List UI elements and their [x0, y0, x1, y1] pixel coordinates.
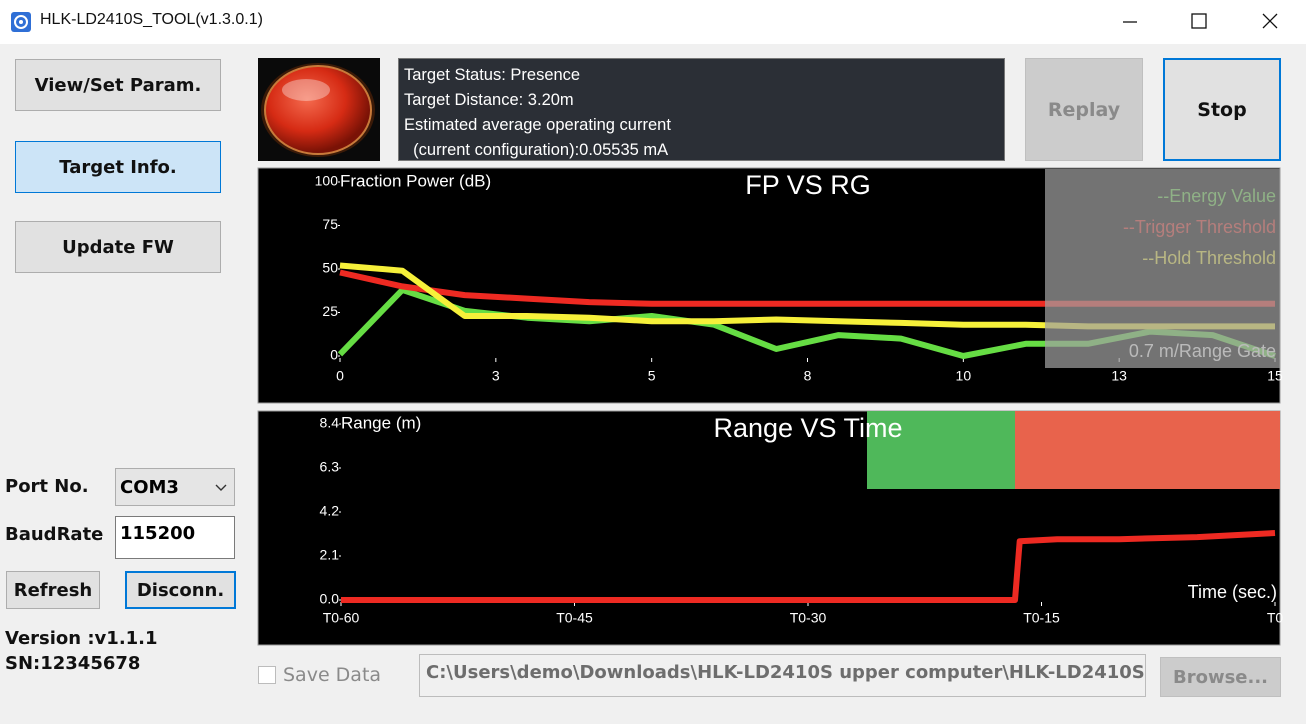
baud-label: BaudRate	[5, 524, 104, 545]
status-line: Target Status: Presence	[404, 66, 581, 84]
save-data-label: Save Data	[283, 664, 382, 686]
y-axis-label: Range (m)	[341, 413, 421, 432]
data-line	[341, 530, 1276, 603]
app-icon	[11, 12, 31, 32]
title-bar: HLK-LD2410S_TOOL(v1.3.0.1)	[0, 0, 1306, 44]
view-set-param-button[interactable]: View/Set Param.	[15, 59, 221, 111]
close[interactable]	[1262, 13, 1278, 29]
port-select[interactable]: COM3	[115, 468, 235, 506]
x-tick-label: T0-60	[323, 610, 360, 626]
x-tick-label: 0	[336, 368, 344, 384]
port-value: COM3	[120, 476, 179, 498]
y-tick-label: 2.1	[320, 547, 340, 563]
x-tick-label: 3	[492, 368, 500, 384]
y-tick-label: 0.0	[320, 591, 340, 607]
stop-button[interactable]: Stop	[1163, 58, 1281, 161]
x-axis-label: Time (sec.)	[1188, 582, 1277, 602]
x-tick-label: 15	[1267, 368, 1283, 384]
trigger-zone	[1015, 411, 1280, 489]
dropdown-arrow	[215, 484, 227, 491]
y-tick-label: 100	[315, 173, 339, 189]
y-tick-label: 75	[322, 216, 338, 232]
status-line: Estimated average operating current	[404, 116, 671, 134]
presence-zone	[867, 411, 1015, 489]
update-fw-button[interactable]: Update FW	[15, 221, 221, 273]
save-path-field[interactable]: C:\Users\demo\Downloads\HLK-LD2410S uppe…	[419, 654, 1146, 697]
x-tick-label: 5	[648, 368, 656, 384]
window-title: HLK-LD2410S_TOOL(v1.3.0.1)	[40, 11, 263, 28]
baud-input[interactable]: 115200	[115, 516, 235, 559]
x-tick-label: T0	[1267, 610, 1284, 626]
maximize[interactable]	[1191, 13, 1207, 29]
chart-title: Range VS Time	[713, 413, 902, 443]
y-tick-label: 50	[322, 260, 338, 276]
x-tick-label: 8	[804, 368, 812, 384]
status-box: Target Status: Presence Target Distance:…	[398, 58, 1005, 161]
x-tick-label: T0-15	[1023, 610, 1060, 626]
version-label: Version :v1.1.1	[5, 628, 158, 649]
y-tick-label: 25	[322, 303, 338, 319]
x-tick-label: 13	[1111, 368, 1127, 384]
y-tick-label: 8.4	[320, 415, 340, 431]
y-tick-label: 4.2	[320, 503, 340, 519]
target-info-button[interactable]: Target Info.	[15, 141, 221, 193]
chart-title: FP VS RG	[745, 170, 871, 200]
window-controls	[1123, 13, 1278, 29]
replay-button[interactable]: Replay	[1025, 58, 1143, 161]
status-line: (current configuration):0.05535 mA	[404, 141, 669, 159]
y-axis-label: Fraction Power (dB)	[340, 171, 491, 190]
legend-overlay	[1045, 169, 1280, 368]
x-tick-label: T0-45	[556, 610, 593, 626]
x-tick-label: T0-30	[790, 610, 827, 626]
x-tick-label: 10	[956, 368, 972, 384]
status-indicator	[258, 58, 380, 161]
save-data-checkbox[interactable]	[258, 666, 276, 684]
y-tick-label: 0	[330, 347, 338, 363]
refresh-button[interactable]: Refresh	[6, 571, 100, 609]
status-line: Target Distance: 3.20m	[404, 91, 574, 109]
browse-button[interactable]: Browse...	[1160, 657, 1281, 697]
y-tick-label: 6.3	[320, 459, 340, 475]
port-label: Port No.	[5, 476, 89, 497]
sn-label: SN:12345678	[5, 653, 141, 674]
disconnect-button[interactable]: Disconn.	[125, 571, 236, 609]
